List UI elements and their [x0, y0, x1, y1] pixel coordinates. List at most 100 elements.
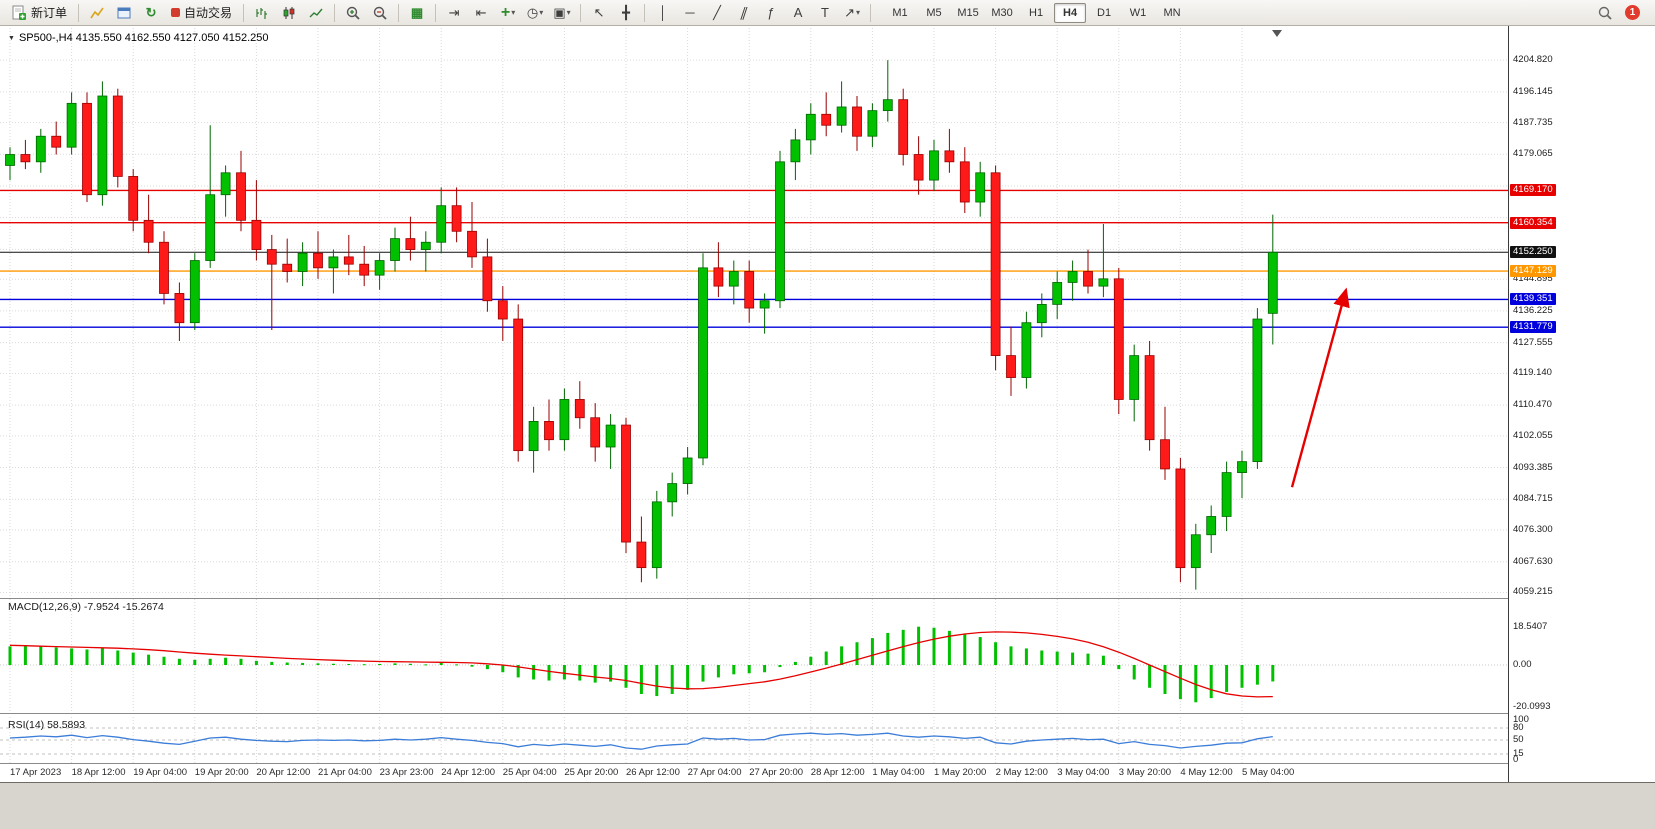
- auto-trading-label: 自动交易: [184, 5, 233, 20]
- charts-button[interactable]: [84, 2, 110, 24]
- annotation-arrow: [1290, 287, 1350, 488]
- tile-windows-icon: ▦: [410, 5, 424, 20]
- timeframe-m15[interactable]: M15: [957, 6, 979, 19]
- rsi-pane[interactable]: [0, 717, 1508, 763]
- trendline-icon: ╱: [713, 5, 721, 20]
- candle: [266, 249, 277, 265]
- search-button[interactable]: [1592, 2, 1618, 24]
- chart-title-text: SP500-,H4 4135.550 4162.550 4127.050 415…: [18, 32, 269, 44]
- macd-pane[interactable]: [0, 599, 1508, 713]
- market-watch-button[interactable]: [111, 2, 137, 24]
- vertical-line-icon: │: [658, 5, 668, 20]
- candle: [682, 457, 693, 484]
- candle: [651, 501, 662, 569]
- price-label: 4144.895: [1513, 273, 1553, 285]
- chart-title: ▼ SP500-,H4 4135.550 4162.550 4127.050 4…: [8, 32, 269, 44]
- channel-icon: ∥: [738, 5, 750, 20]
- indicators-button[interactable]: + ▾: [495, 2, 521, 24]
- cursor-button[interactable]: ↖: [586, 2, 612, 24]
- fibonacci-button[interactable]: ƒ: [758, 2, 784, 24]
- horizontal-line-button[interactable]: ─: [677, 2, 703, 24]
- auto-scroll-button[interactable]: ⇥: [441, 2, 467, 24]
- pane-separator[interactable]: [0, 713, 1655, 714]
- candle: [467, 230, 477, 258]
- macd-signal-line: [9, 631, 1273, 698]
- candlestick-chart-icon: [283, 6, 295, 19]
- candle: [1206, 516, 1217, 536]
- timeframe-toolbar: M1 M5 M15 M30 H1 H4 D1 W1 MN: [884, 2, 1188, 23]
- candle: [1144, 355, 1155, 441]
- candle: [1052, 282, 1063, 305]
- candle: [174, 293, 185, 324]
- candle: [359, 263, 370, 276]
- candlestick-chart-button[interactable]: [276, 2, 302, 24]
- price-chart[interactable]: [0, 28, 1508, 598]
- candle: [1006, 355, 1016, 378]
- price-tag[interactable]: 4147.129: [1510, 265, 1556, 278]
- auto-trading-button[interactable]: 自动交易: [165, 2, 238, 24]
- timeframe-w1[interactable]: W1: [1129, 6, 1147, 19]
- bar-chart-button[interactable]: [249, 2, 275, 24]
- price-tag[interactable]: 4169.170: [1510, 184, 1556, 197]
- trendline-button[interactable]: ╱: [704, 2, 730, 24]
- crosshair-button[interactable]: ╋: [613, 2, 639, 24]
- timeframe-m1[interactable]: M1: [892, 6, 908, 19]
- symbol-dropdown-icon[interactable]: ▼: [8, 34, 15, 42]
- current-price-tag[interactable]: 4152.250: [1510, 246, 1556, 259]
- timeframe-d1[interactable]: D1: [1097, 6, 1112, 19]
- arrows-button[interactable]: ↗ ▾: [839, 2, 865, 24]
- price-tag[interactable]: 4131.779: [1510, 321, 1556, 334]
- date-label: 21 Apr 04:00: [318, 767, 372, 778]
- price-label: 4136.225: [1513, 304, 1553, 316]
- timeframe-m5[interactable]: M5: [926, 6, 942, 19]
- price-label: 4093.385: [1513, 461, 1553, 473]
- price-tag[interactable]: 4139.351: [1510, 293, 1556, 306]
- timeframe-m30[interactable]: M30: [991, 6, 1013, 19]
- chart-shift-icon: ⇤: [475, 5, 487, 20]
- date-label: 1 May 20:00: [934, 767, 987, 778]
- text-icon: A: [793, 5, 803, 20]
- price-label: 4102.055: [1513, 429, 1553, 441]
- date-label: 4 May 12:00: [1180, 767, 1233, 778]
- candle: [1190, 534, 1201, 569]
- pane-separator[interactable]: [0, 598, 1655, 599]
- channel-button[interactable]: ∥: [731, 2, 757, 24]
- zoom-out-button[interactable]: [367, 2, 393, 24]
- vertical-line-button[interactable]: │: [650, 2, 676, 24]
- candle: [1237, 461, 1247, 473]
- date-label: 20 Apr 12:00: [256, 767, 311, 778]
- new-order-button[interactable]: 新订单: [5, 2, 73, 24]
- candle: [990, 172, 1001, 356]
- charts-icon: [90, 7, 104, 18]
- candle: [775, 161, 785, 302]
- templates-button[interactable]: ▣ ▾: [549, 2, 575, 24]
- line-chart-button[interactable]: [303, 2, 329, 24]
- chart-shift-button[interactable]: ⇤: [468, 2, 494, 24]
- timeframe-mn[interactable]: MN: [1163, 6, 1181, 19]
- toolbar-separator: [78, 3, 80, 22]
- tile-windows-button[interactable]: ▦: [404, 2, 430, 24]
- refresh-button[interactable]: ↻: [138, 2, 164, 24]
- rsi-axis-label: 15: [1513, 748, 1524, 759]
- toolbar: 新订单 ↻ 自动交易 ▦ ⇥ ⇤ + ▾ ◷ ▾: [0, 0, 1655, 26]
- market-watch-icon: [117, 7, 131, 18]
- timeframe-h1[interactable]: H1: [1029, 6, 1044, 19]
- pane-separator[interactable]: [0, 763, 1655, 764]
- date-label: 3 May 04:00: [1057, 767, 1110, 778]
- zoom-in-button[interactable]: [340, 2, 366, 24]
- timeframe-h4[interactable]: H4: [1054, 2, 1087, 23]
- date-label: 3 May 20:00: [1118, 767, 1172, 778]
- candle: [159, 241, 169, 294]
- rsi-line: [9, 732, 1273, 750]
- date-label: 28 Apr 12:00: [810, 767, 865, 778]
- candle: [836, 106, 847, 126]
- date-label: 19 Apr 20:00: [194, 767, 249, 778]
- price-label: 4187.735: [1513, 116, 1553, 128]
- text-label-button[interactable]: T: [812, 2, 838, 24]
- candle: [929, 150, 939, 181]
- notification-badge[interactable]: 1: [1625, 5, 1640, 20]
- text-button[interactable]: A: [785, 2, 811, 24]
- price-tag[interactable]: 4160.354: [1510, 216, 1556, 229]
- periods-button[interactable]: ◷ ▾: [522, 2, 548, 24]
